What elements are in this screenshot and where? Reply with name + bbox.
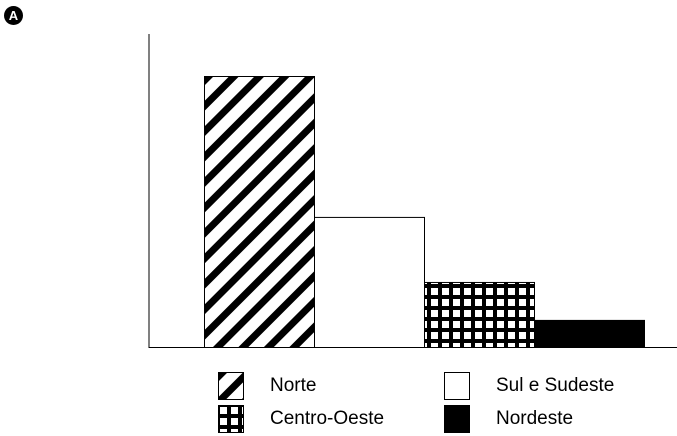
legend-swatch-diagonal-hatch [218, 372, 244, 400]
bar-sul-e-sudeste [314, 216, 425, 348]
legend-label: Norte [270, 375, 317, 396]
legend-swatch-grid-hatch [218, 405, 244, 433]
legend-item-sul-sudeste: Sul e Sudeste [444, 372, 614, 400]
bar-centro-oeste [424, 281, 535, 348]
bar-norte [204, 76, 315, 348]
bar-nordeste [534, 319, 645, 348]
legend-item-norte: Norte [218, 372, 316, 400]
legend-label: Sul e Sudeste [496, 375, 615, 396]
panel-label-badge: A [4, 6, 23, 25]
bars-group [204, 76, 645, 348]
legend-item-nordeste: Nordeste [444, 405, 573, 433]
legend-swatch-solid-black [444, 405, 470, 433]
legend-label: Centro-Oeste [270, 408, 385, 429]
legend-swatch-white [444, 372, 470, 400]
legend-item-centro-oeste: Centro-Oeste [218, 405, 384, 433]
legend-label: Nordeste [496, 408, 574, 429]
